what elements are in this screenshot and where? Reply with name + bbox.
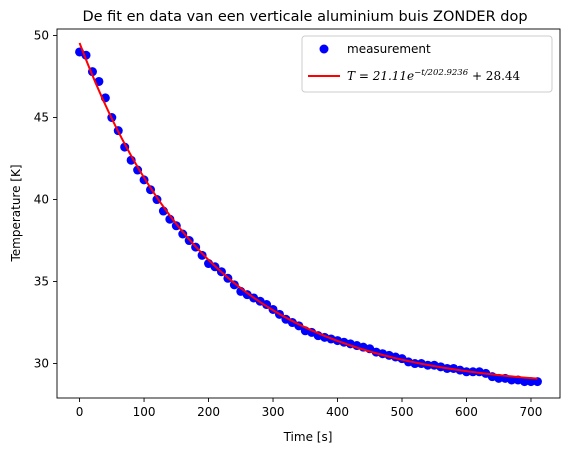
measurement-point	[520, 377, 530, 387]
y-tick-label: 35	[34, 275, 49, 289]
fit-curve	[78, 42, 538, 380]
measurement-point	[507, 375, 517, 385]
legend-measurement-label: measurement	[347, 42, 431, 56]
legend-fit-label-base: T = 21.11e	[347, 69, 414, 83]
measurement-point	[526, 377, 536, 387]
y-axis: 30 35 40 45 50	[34, 29, 57, 371]
x-tick-label: 100	[133, 405, 156, 419]
legend-box	[301, 35, 553, 93]
legend: measurement T = 21.11e−t/202.9236 + 28.4…	[301, 35, 553, 93]
y-tick-label: 45	[34, 111, 49, 125]
measurement-point	[229, 280, 239, 290]
axes-frame	[56, 28, 561, 399]
x-tick-label: 600	[455, 405, 478, 419]
measurement-point	[178, 229, 188, 239]
x-tick-label: 500	[391, 405, 414, 419]
x-tick-label: 700	[520, 405, 543, 419]
x-tick-label: 200	[197, 405, 220, 419]
legend-fit-label: T = 21.11e−t/202.9236 + 28.44	[347, 68, 521, 83]
y-axis-label: Temperature [K]	[9, 164, 23, 262]
plot-area	[75, 42, 542, 387]
legend-fit-label-exponent: −t/202.9236	[414, 68, 469, 78]
legend-fit-label-offset: + 28.44	[468, 69, 520, 83]
y-tick-label: 50	[34, 29, 49, 43]
x-tick-label: 400	[326, 405, 349, 419]
x-tick-label: 300	[262, 405, 285, 419]
y-tick-label: 40	[34, 193, 49, 207]
x-tick-label: 0	[76, 405, 84, 419]
x-axis: 0 100 200 300 400 500 600 700	[76, 398, 543, 419]
x-axis-label: Time [s]	[283, 430, 333, 444]
measurement-point	[197, 250, 207, 260]
legend-measurement-marker	[319, 44, 329, 54]
y-tick-label: 30	[34, 357, 49, 371]
chart-title: De fit en data van een verticale alumini…	[82, 9, 527, 25]
